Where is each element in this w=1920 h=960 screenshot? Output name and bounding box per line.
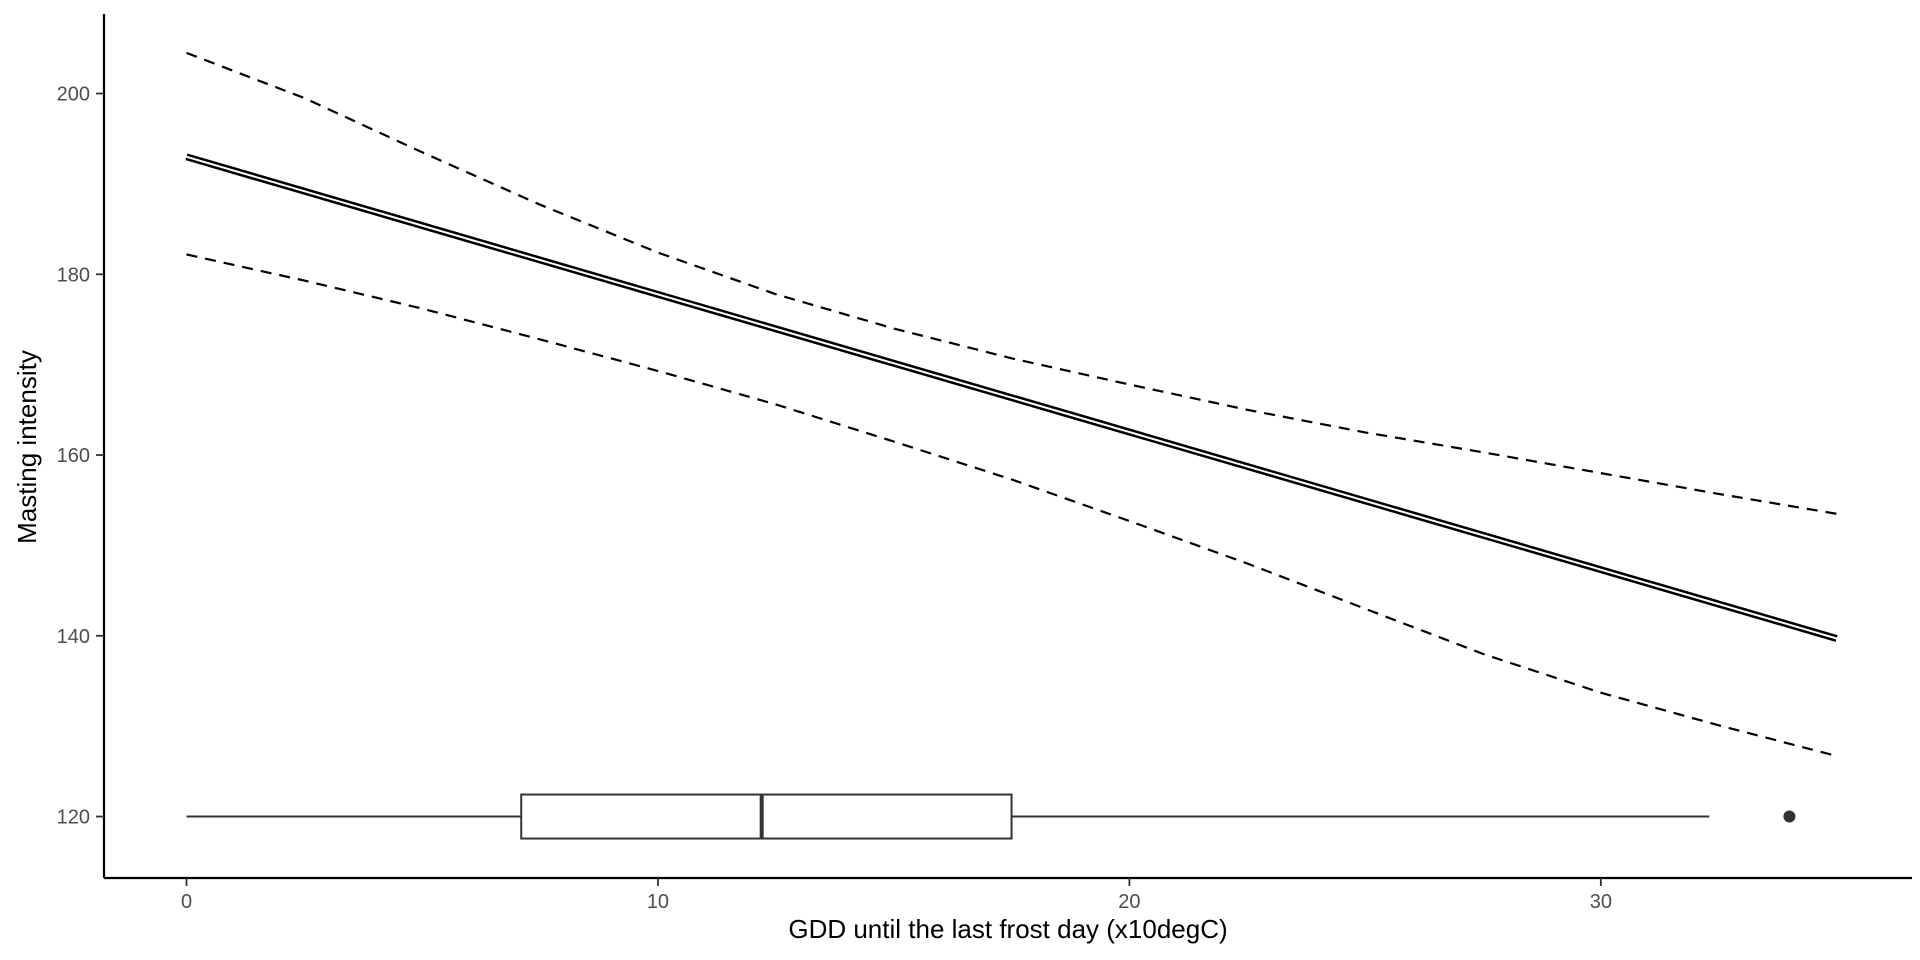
x-tick-label: 0: [181, 891, 192, 913]
x-tick-label: 10: [647, 891, 669, 913]
x-tick-label: 20: [1118, 891, 1140, 913]
ci-line-2: [186, 253, 1837, 758]
fit-line-inner: [186, 155, 1837, 640]
ci-line-1: [186, 51, 1837, 515]
y-tick-label: 140: [57, 626, 90, 648]
y-tick-label: 180: [57, 264, 90, 286]
boxplot-outlier: [1783, 810, 1796, 823]
x-axis-title: GDD until the last frost day (x10degC): [788, 914, 1227, 944]
boxplot: [186, 793, 1796, 840]
y-tick-label: 120: [57, 807, 90, 829]
x-tick-label: 30: [1590, 891, 1612, 913]
y-tick-label: 160: [57, 445, 90, 467]
axes: 0 10 20 30 120 140 160 180 200: [57, 14, 1912, 913]
boxplot-box: [520, 793, 1013, 840]
y-tick-label: 200: [57, 84, 90, 106]
y-axis-title: Masting intensity: [12, 350, 42, 544]
series-lines: [185, 51, 1838, 758]
